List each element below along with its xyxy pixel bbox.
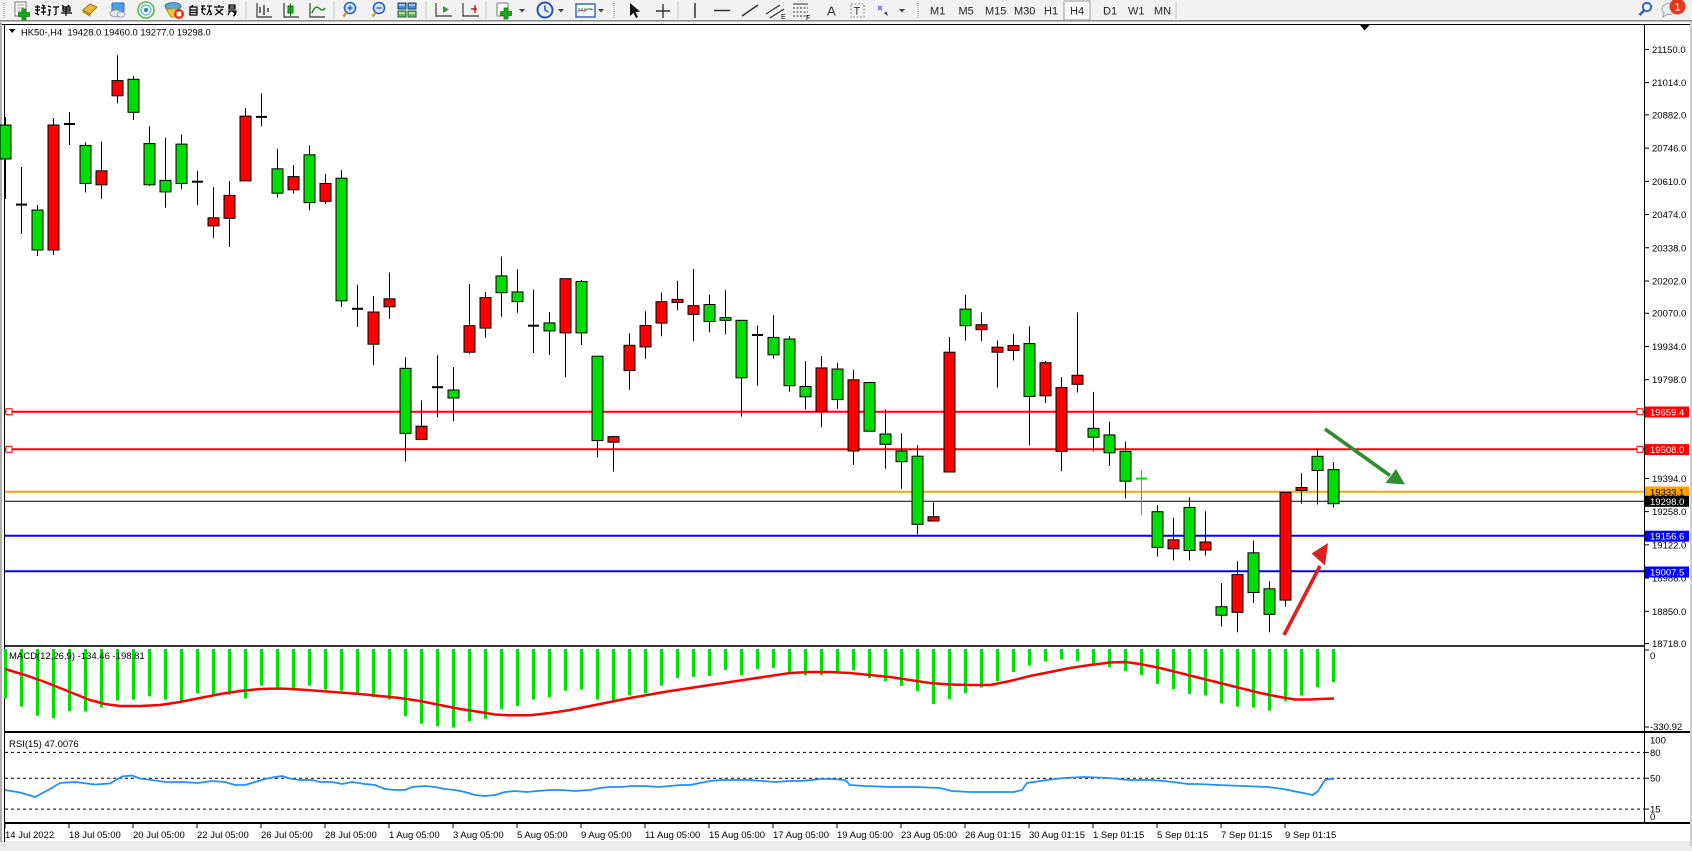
svg-text:H1: H1 xyxy=(1044,6,1058,18)
svg-text:20070.0: 20070.0 xyxy=(1652,309,1686,320)
svg-text:14 Jul 2022: 14 Jul 2022 xyxy=(5,830,54,841)
svg-text:19122.0: 19122.0 xyxy=(1652,540,1686,551)
svg-text:3 Aug 05:00: 3 Aug 05:00 xyxy=(453,830,504,841)
svg-text:22 Jul 05:00: 22 Jul 05:00 xyxy=(197,830,249,841)
svg-text:19394.0: 19394.0 xyxy=(1652,474,1686,485)
svg-text:17 Aug 05:00: 17 Aug 05:00 xyxy=(773,830,829,841)
svg-text:A: A xyxy=(827,4,836,19)
svg-text:18 Jul 05:00: 18 Jul 05:00 xyxy=(69,830,121,841)
svg-text:1 Aug 05:00: 1 Aug 05:00 xyxy=(389,830,440,841)
svg-text:21150.0: 21150.0 xyxy=(1652,45,1686,56)
svg-text:7 Sep 01:15: 7 Sep 01:15 xyxy=(1221,830,1272,841)
svg-text:MN: MN xyxy=(1154,6,1171,18)
svg-text:20882.0: 20882.0 xyxy=(1652,110,1686,121)
svg-text:20338.0: 20338.0 xyxy=(1652,243,1686,254)
svg-text:-330.92: -330.92 xyxy=(1650,722,1682,733)
svg-text:D1: D1 xyxy=(1103,6,1117,18)
svg-text:19508.0: 19508.0 xyxy=(1650,445,1684,456)
svg-text:9 Aug 05:00: 9 Aug 05:00 xyxy=(581,830,632,841)
svg-text:19 Aug 05:00: 19 Aug 05:00 xyxy=(837,830,893,841)
svg-text:21014.0: 21014.0 xyxy=(1652,78,1686,89)
svg-text:M1: M1 xyxy=(930,6,945,18)
svg-text:20746.0: 20746.0 xyxy=(1652,144,1686,155)
svg-text:80: 80 xyxy=(1650,748,1661,759)
svg-text:19333.1: 19333.1 xyxy=(1650,488,1684,499)
svg-text:0: 0 xyxy=(1650,812,1655,823)
svg-text:1 Sep 01:15: 1 Sep 01:15 xyxy=(1093,830,1144,841)
svg-text:26 Jul 05:00: 26 Jul 05:00 xyxy=(261,830,313,841)
svg-text:19798.0: 19798.0 xyxy=(1652,375,1686,386)
svg-text:H4: H4 xyxy=(1070,6,1084,18)
svg-text:20202.0: 20202.0 xyxy=(1652,276,1686,287)
svg-text:23 Aug 05:00: 23 Aug 05:00 xyxy=(901,830,957,841)
svg-text:0: 0 xyxy=(1650,651,1655,662)
svg-text:18850.0: 18850.0 xyxy=(1652,607,1686,618)
svg-text:11 Aug 05:00: 11 Aug 05:00 xyxy=(645,830,700,841)
svg-text:100: 100 xyxy=(1650,736,1666,747)
svg-text:18986.0: 18986.0 xyxy=(1652,574,1686,585)
svg-text:5 Aug 05:00: 5 Aug 05:00 xyxy=(517,830,568,841)
svg-text:19659.4: 19659.4 xyxy=(1650,408,1684,419)
svg-text:18718.0: 18718.0 xyxy=(1652,639,1686,650)
svg-text:19298.0: 19298.0 xyxy=(1650,497,1684,508)
svg-text:19156.6: 19156.6 xyxy=(1650,532,1684,543)
svg-text:50: 50 xyxy=(1650,774,1661,785)
svg-text:19007.5: 19007.5 xyxy=(1650,568,1684,579)
svg-text:28 Jul 05:00: 28 Jul 05:00 xyxy=(325,830,377,841)
svg-text:15 Aug 05:00: 15 Aug 05:00 xyxy=(709,830,765,841)
svg-text:26 Aug 01:15: 26 Aug 01:15 xyxy=(965,830,1021,841)
svg-text:E: E xyxy=(781,14,786,21)
svg-text:20474.0: 20474.0 xyxy=(1652,210,1686,221)
svg-text:RSI(15) 47.0076: RSI(15) 47.0076 xyxy=(9,739,79,750)
svg-text:M30: M30 xyxy=(1014,6,1035,18)
svg-text:F: F xyxy=(806,15,810,22)
svg-text:M5: M5 xyxy=(959,6,974,18)
svg-text:20610.0: 20610.0 xyxy=(1652,177,1686,188)
svg-text:W1: W1 xyxy=(1128,6,1145,18)
svg-text:15: 15 xyxy=(1650,805,1661,816)
svg-text:9 Sep 01:15: 9 Sep 01:15 xyxy=(1285,830,1336,841)
svg-text:HK50-,H4 19428.0 19460.0 1927: HK50-,H4 19428.0 19460.0 19277.0 19298.0 xyxy=(21,27,211,38)
svg-text:1: 1 xyxy=(1675,2,1681,14)
svg-text:19934.0: 19934.0 xyxy=(1652,342,1686,353)
svg-text:T: T xyxy=(854,6,861,18)
svg-text:19258.0: 19258.0 xyxy=(1652,507,1686,518)
svg-text:M15: M15 xyxy=(985,6,1006,18)
svg-text:MACD(12,26,9) -134.46 -198.81: MACD(12,26,9) -134.46 -198.81 xyxy=(9,651,145,662)
svg-text:5 Sep 01:15: 5 Sep 01:15 xyxy=(1157,830,1208,841)
svg-text:30 Aug 01:15: 30 Aug 01:15 xyxy=(1029,830,1085,841)
svg-text:20 Jul 05:00: 20 Jul 05:00 xyxy=(133,830,185,841)
